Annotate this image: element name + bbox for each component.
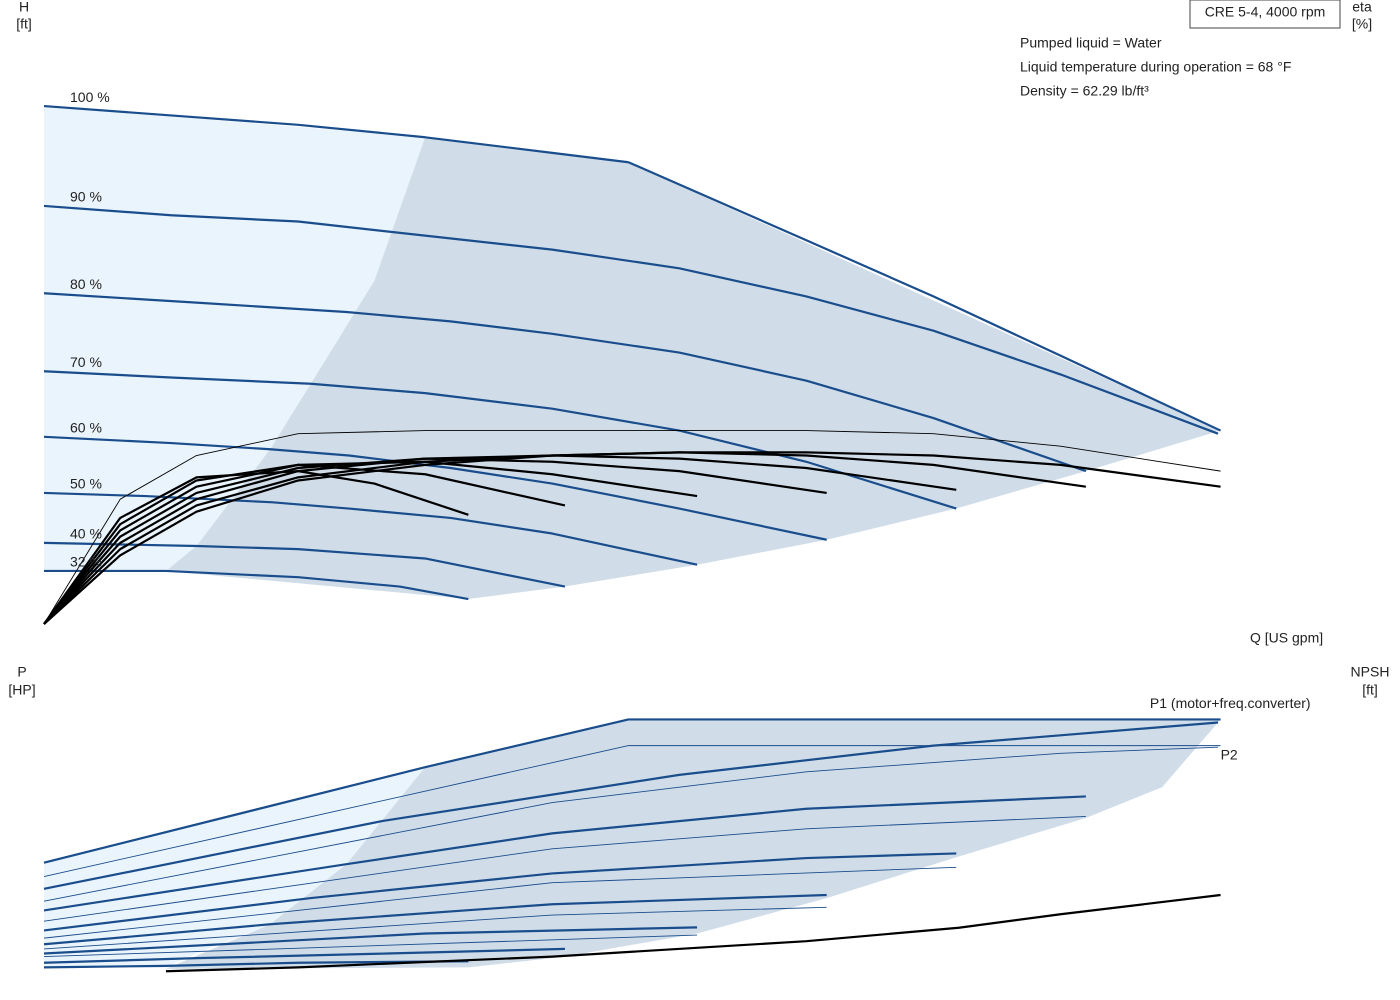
curves bbox=[43, 104, 1222, 973]
curve bbox=[43, 721, 1219, 890]
curve bbox=[43, 906, 827, 950]
chart-title: CRE 5-4, 4000 rpm bbox=[1205, 4, 1326, 20]
curve bbox=[44, 569, 469, 601]
series-label: 40 % bbox=[70, 526, 102, 542]
y2-axis-unit: [%] bbox=[1352, 16, 1372, 32]
curve bbox=[43, 934, 698, 958]
curve bbox=[43, 866, 957, 939]
curve bbox=[43, 947, 565, 964]
series-label: 50 % bbox=[70, 476, 102, 492]
curve bbox=[628, 161, 1222, 432]
y2-axis-unit: [ft] bbox=[1362, 682, 1378, 698]
y-axis-unit: [HP] bbox=[8, 682, 35, 698]
y2-axis-label: eta bbox=[1352, 0, 1372, 15]
curve bbox=[43, 491, 698, 566]
title-box bbox=[1189, 0, 1341, 29]
curve bbox=[43, 292, 1087, 473]
curve bbox=[43, 745, 1221, 877]
y-axis-label: H bbox=[19, 0, 29, 15]
series-label: 32 % bbox=[70, 554, 102, 570]
curve bbox=[43, 926, 698, 955]
operating-region bbox=[44, 767, 426, 968]
secondary-curve bbox=[43, 463, 566, 625]
regions bbox=[44, 106, 1221, 969]
secondary-curve bbox=[43, 451, 1087, 625]
x-axis-label: Q [US gpm] bbox=[1250, 630, 1323, 646]
note: Pumped liquid = Water bbox=[1020, 35, 1162, 51]
curve bbox=[43, 893, 827, 946]
note: Liquid temperature during operation = 68… bbox=[1020, 59, 1291, 75]
curve bbox=[43, 204, 1219, 435]
secondary-curve bbox=[43, 430, 1221, 625]
note: Density = 62.29 lb/ft³ bbox=[1020, 83, 1149, 99]
labels: CRE 5-4, 4000 rpm Pumped liquid = Water … bbox=[8, 0, 1389, 762]
y-axis-unit: [ft] bbox=[16, 16, 32, 32]
series-label: 90 % bbox=[70, 189, 102, 205]
secondary-curve bbox=[43, 470, 469, 625]
series-label: P1 (motor+freq.converter) bbox=[1150, 695, 1311, 711]
y2-axis-label: NPSH bbox=[1351, 664, 1390, 680]
curve bbox=[43, 541, 566, 588]
series-label: 70 % bbox=[70, 354, 102, 370]
curve bbox=[43, 960, 469, 969]
curve bbox=[43, 852, 957, 932]
operating-region bbox=[165, 137, 1221, 600]
curve bbox=[43, 795, 1086, 912]
series-label: 80 % bbox=[70, 276, 102, 292]
series-label: 60 % bbox=[70, 420, 102, 436]
curve bbox=[43, 370, 957, 510]
curve bbox=[43, 104, 629, 164]
series-label: 100 % bbox=[70, 89, 110, 105]
operating-region bbox=[44, 106, 426, 571]
curve bbox=[43, 746, 1219, 902]
curve bbox=[43, 816, 1086, 922]
secondary-curve bbox=[165, 893, 1221, 973]
series-label: P2 bbox=[1221, 746, 1238, 762]
operating-region bbox=[165, 719, 1221, 969]
y-axis-label: P bbox=[17, 664, 26, 680]
curve bbox=[43, 718, 1221, 864]
